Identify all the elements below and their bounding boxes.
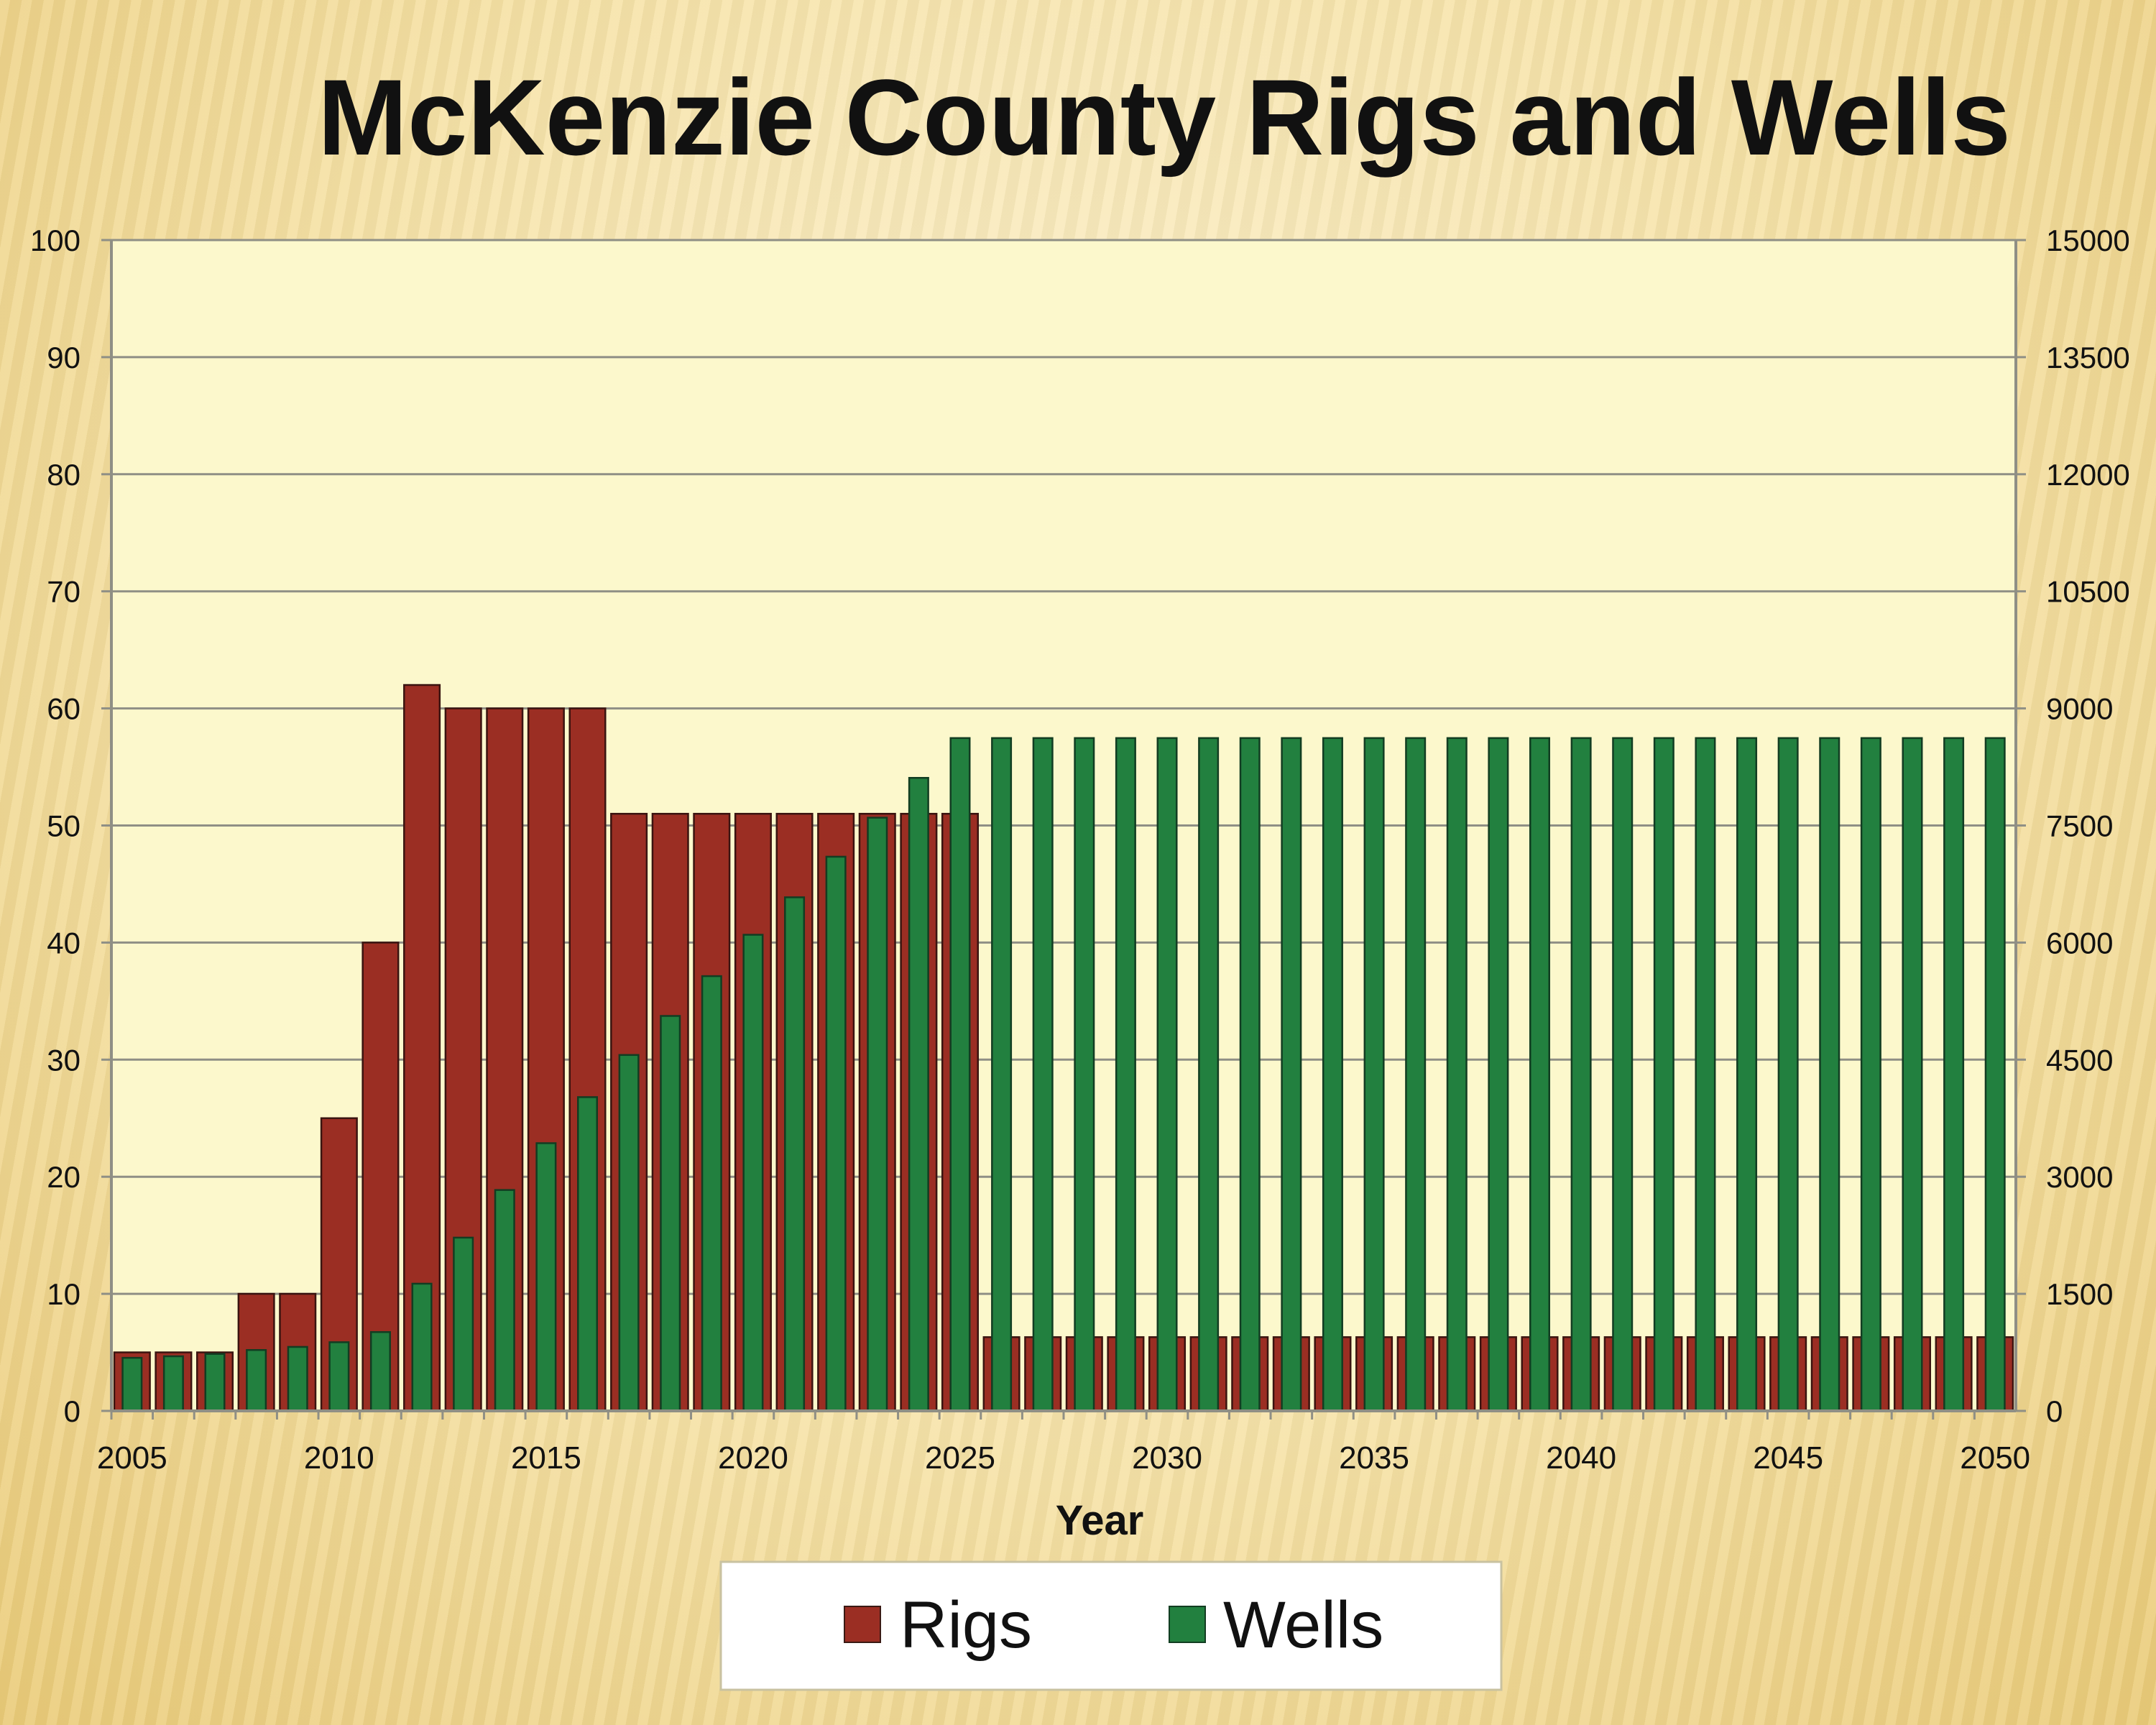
- bar-wells-2030: [1156, 737, 1178, 1412]
- bar-wells-2021: [784, 896, 806, 1412]
- bars: [113, 684, 2014, 1412]
- bar-wells-2019: [701, 975, 722, 1412]
- bar-wells-2014: [494, 1189, 515, 1412]
- y-left-tick-label: 60: [47, 692, 80, 726]
- bar-wells-2047: [1860, 737, 1881, 1412]
- bar-wells-2041: [1612, 737, 1634, 1412]
- tick-labels: 0102030405060708090100015003000450060007…: [30, 224, 2130, 1476]
- y-left-tick-label: 30: [47, 1043, 80, 1077]
- bar-wells-2038: [1488, 737, 1509, 1412]
- bar-wells-2042: [1653, 737, 1674, 1412]
- x-tick-label: 2025: [925, 1440, 995, 1476]
- bar-wells-2017: [618, 1054, 640, 1412]
- bar-wells-2015: [535, 1142, 557, 1412]
- legend-swatch-wells: [1169, 1606, 1206, 1643]
- bar-wells-2006: [162, 1355, 184, 1412]
- x-tick-label: 2040: [1546, 1440, 1616, 1476]
- y-right-tick-label: 4500: [2046, 1043, 2113, 1077]
- y-left-tick-label: 80: [47, 458, 80, 492]
- y-left-tick-label: 40: [47, 926, 80, 960]
- bar-wells-2028: [1074, 737, 1095, 1412]
- bar-wells-2011: [369, 1331, 391, 1412]
- bar-wells-2010: [328, 1341, 350, 1412]
- bar-wells-2039: [1529, 737, 1550, 1412]
- bar-wells-2023: [867, 816, 888, 1412]
- y-left-tick-label: 90: [47, 341, 80, 374]
- chart-title: McKenzie County Rigs and Wells: [318, 57, 2011, 178]
- bar-wells-2050: [1984, 737, 2006, 1412]
- x-tick-label: 2050: [1960, 1440, 2030, 1476]
- bar-wells-2005: [121, 1356, 143, 1412]
- y-right-tick-label: 9000: [2046, 692, 2113, 726]
- bar-wells-2034: [1322, 737, 1343, 1412]
- y-right-tick-label: 7500: [2046, 809, 2113, 843]
- y-right-tick-label: 12000: [2046, 458, 2130, 492]
- bar-wells-2031: [1198, 737, 1220, 1412]
- bar-wells-2018: [660, 1015, 681, 1412]
- bar-wells-2040: [1570, 737, 1592, 1412]
- bar-wells-2045: [1777, 737, 1799, 1412]
- y-right-tick-label: 6000: [2046, 926, 2113, 960]
- bar-wells-2035: [1363, 737, 1385, 1412]
- y-right-tick-label: 13500: [2046, 341, 2130, 374]
- legend-label-wells: Wells: [1223, 1588, 1383, 1662]
- y-left-tick-label: 20: [47, 1160, 80, 1194]
- bar-wells-2037: [1446, 737, 1468, 1412]
- y-left-tick-label: 70: [47, 575, 80, 609]
- bar-wells-2022: [825, 855, 847, 1412]
- x-tick-label: 2020: [718, 1440, 788, 1476]
- bar-wells-2048: [1902, 737, 1923, 1412]
- y-left-tick-label: 0: [64, 1394, 80, 1428]
- legend-box: [719, 1560, 1503, 1691]
- y-right-tick-label: 10500: [2046, 575, 2130, 609]
- y-right-tick-label: 3000: [2046, 1160, 2113, 1194]
- x-tick-label: 2005: [97, 1440, 167, 1476]
- legend-label-rigs: Rigs: [900, 1588, 1032, 1662]
- bar-wells-2043: [1695, 737, 1716, 1412]
- bar-wells-2020: [742, 934, 764, 1412]
- bar-wells-2032: [1239, 737, 1261, 1412]
- x-axis-label: Year: [1056, 1497, 1144, 1544]
- bar-wells-2049: [1943, 737, 1965, 1412]
- bar-wells-2046: [1819, 737, 1841, 1412]
- y-right-tick-label: 15000: [2046, 224, 2130, 257]
- bar-wells-2029: [1115, 737, 1136, 1412]
- bar-wells-2025: [949, 737, 971, 1412]
- x-tick-label: 2030: [1132, 1440, 1202, 1476]
- bar-wells-2012: [411, 1282, 433, 1412]
- legend: Rigs Wells: [719, 1560, 1503, 1691]
- y-left-tick-label: 10: [47, 1277, 80, 1311]
- bar-wells-2007: [204, 1353, 226, 1412]
- bar-wells-2027: [1032, 737, 1054, 1412]
- bar-wells-2009: [287, 1346, 308, 1412]
- legend-swatch-rigs: [844, 1606, 881, 1643]
- x-tick-label: 2035: [1339, 1440, 1409, 1476]
- x-tick-label: 2015: [511, 1440, 581, 1476]
- bar-wells-2013: [453, 1236, 474, 1412]
- y-left-tick-label: 50: [47, 809, 80, 843]
- bar-wells-2008: [246, 1349, 267, 1412]
- y-right-tick-label: 1500: [2046, 1277, 2113, 1311]
- y-left-tick-label: 100: [30, 224, 80, 257]
- bar-wells-2016: [577, 1096, 598, 1412]
- bar-wells-2033: [1281, 737, 1302, 1412]
- bar-wells-2024: [908, 777, 929, 1412]
- bar-wells-2026: [991, 737, 1013, 1412]
- x-tick-label: 2010: [304, 1440, 374, 1476]
- axes: [101, 239, 2026, 1420]
- x-tick-label: 2045: [1753, 1440, 1823, 1476]
- y-right-tick-label: 0: [2046, 1394, 2063, 1428]
- bar-wells-2044: [1736, 737, 1758, 1412]
- bar-wells-2036: [1405, 737, 1427, 1412]
